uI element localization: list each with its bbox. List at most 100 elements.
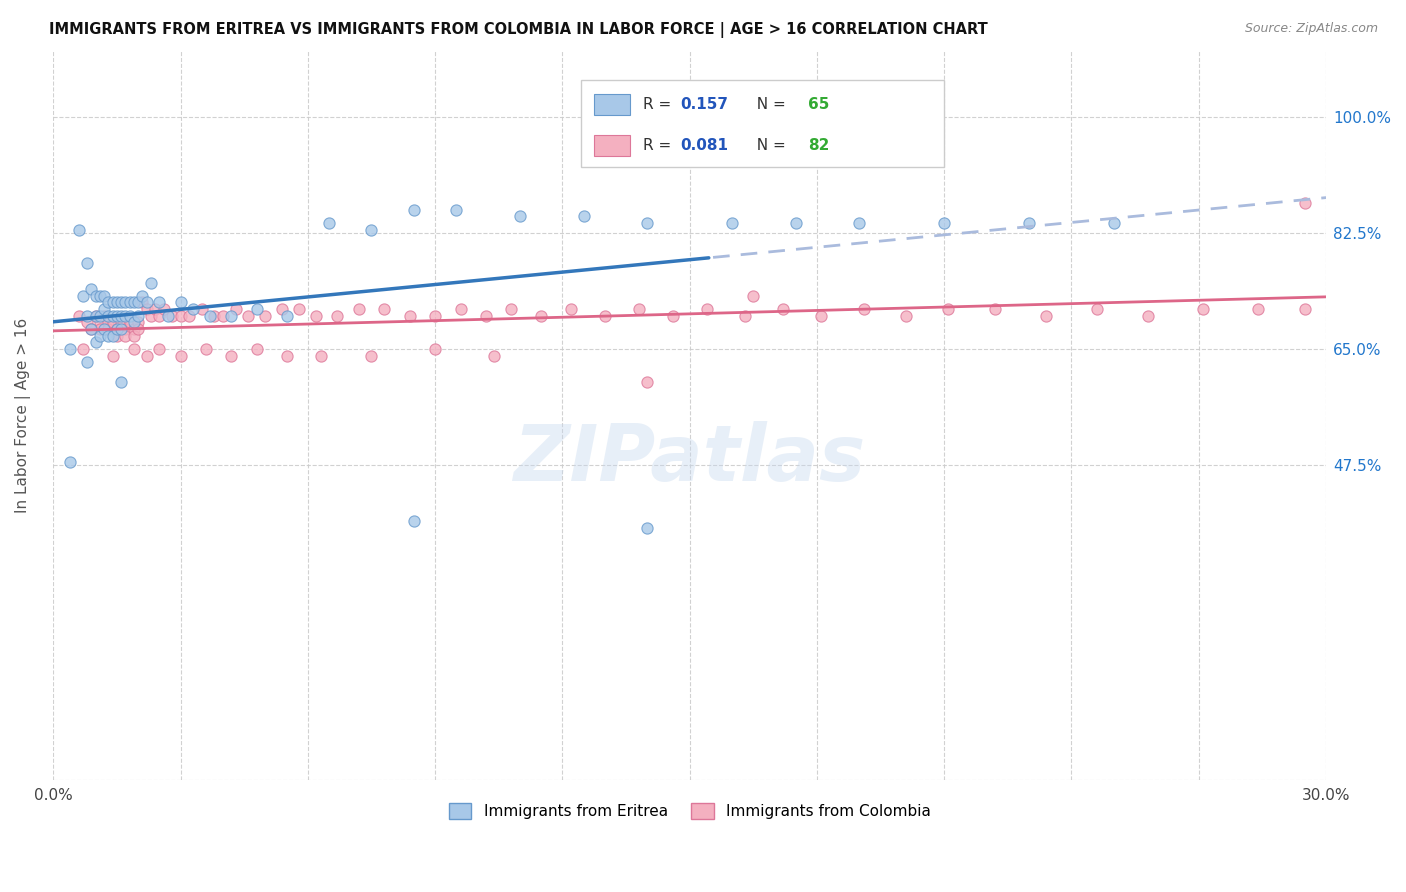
Point bbox=[190, 302, 212, 317]
Text: ZIPatlas: ZIPatlas bbox=[513, 421, 866, 497]
Point bbox=[118, 295, 141, 310]
Point bbox=[560, 302, 582, 317]
Text: 0.081: 0.081 bbox=[681, 138, 728, 153]
Point bbox=[636, 216, 658, 230]
Point bbox=[110, 295, 132, 310]
Point bbox=[772, 302, 794, 317]
Point bbox=[852, 302, 875, 317]
Point bbox=[59, 342, 82, 356]
Point bbox=[67, 309, 90, 323]
Point bbox=[89, 322, 111, 336]
Point bbox=[84, 309, 107, 323]
Text: 0.157: 0.157 bbox=[681, 97, 728, 112]
Point bbox=[1102, 216, 1125, 230]
Point bbox=[76, 355, 98, 369]
Point bbox=[93, 302, 115, 317]
Point bbox=[122, 328, 145, 343]
Point bbox=[1035, 309, 1057, 323]
Point bbox=[1247, 302, 1270, 317]
Point bbox=[848, 216, 870, 230]
Point bbox=[122, 342, 145, 356]
Point bbox=[734, 309, 756, 323]
Point bbox=[97, 328, 120, 343]
Point bbox=[110, 309, 132, 323]
Point bbox=[160, 309, 183, 323]
Point bbox=[80, 282, 103, 296]
Point bbox=[97, 309, 120, 323]
Point bbox=[288, 302, 311, 317]
Point bbox=[347, 302, 370, 317]
Point bbox=[212, 309, 235, 323]
Point bbox=[127, 322, 149, 336]
Point bbox=[181, 302, 204, 317]
Point bbox=[143, 302, 166, 317]
Point bbox=[271, 302, 294, 317]
Point bbox=[93, 322, 115, 336]
Point bbox=[110, 375, 132, 389]
Point bbox=[221, 309, 243, 323]
Point bbox=[423, 309, 446, 323]
Point bbox=[169, 309, 191, 323]
Point bbox=[305, 309, 328, 323]
Point bbox=[934, 216, 956, 230]
Point bbox=[110, 315, 132, 329]
Point bbox=[84, 335, 107, 350]
Point bbox=[76, 309, 98, 323]
Point bbox=[135, 295, 157, 310]
Point bbox=[122, 295, 145, 310]
Point bbox=[131, 295, 153, 310]
Point bbox=[572, 210, 595, 224]
Point bbox=[373, 302, 395, 317]
Point bbox=[221, 349, 243, 363]
Point bbox=[122, 322, 145, 336]
Point bbox=[105, 322, 128, 336]
Point bbox=[1294, 302, 1316, 317]
Point bbox=[1192, 302, 1215, 317]
Point bbox=[938, 302, 960, 317]
FancyBboxPatch shape bbox=[582, 80, 945, 168]
Point bbox=[152, 302, 174, 317]
Point bbox=[177, 309, 200, 323]
Point bbox=[309, 349, 332, 363]
Text: 82: 82 bbox=[808, 138, 830, 153]
Point bbox=[484, 349, 506, 363]
Point bbox=[80, 322, 103, 336]
Point bbox=[89, 315, 111, 329]
Text: N =: N = bbox=[747, 138, 790, 153]
Point bbox=[326, 309, 349, 323]
Point bbox=[131, 289, 153, 303]
Point bbox=[225, 302, 247, 317]
Point bbox=[84, 289, 107, 303]
Text: IMMIGRANTS FROM ERITREA VS IMMIGRANTS FROM COLOMBIA IN LABOR FORCE | AGE > 16 CO: IMMIGRANTS FROM ERITREA VS IMMIGRANTS FR… bbox=[49, 22, 988, 38]
Point bbox=[194, 342, 217, 356]
Point bbox=[1018, 216, 1040, 230]
Point bbox=[661, 309, 683, 323]
Point bbox=[105, 295, 128, 310]
Point bbox=[114, 322, 136, 336]
Point bbox=[360, 222, 382, 236]
Point bbox=[122, 315, 145, 329]
Point bbox=[114, 295, 136, 310]
Point bbox=[101, 328, 124, 343]
Point bbox=[76, 256, 98, 270]
Point bbox=[509, 210, 531, 224]
Point bbox=[246, 302, 269, 317]
Point bbox=[89, 289, 111, 303]
Point bbox=[148, 295, 170, 310]
Point bbox=[200, 309, 222, 323]
Y-axis label: In Labor Force | Age > 16: In Labor Force | Age > 16 bbox=[15, 318, 31, 513]
Point bbox=[148, 309, 170, 323]
Point bbox=[360, 349, 382, 363]
Point bbox=[93, 289, 115, 303]
Text: R =: R = bbox=[643, 97, 676, 112]
Point bbox=[101, 309, 124, 323]
Point bbox=[105, 322, 128, 336]
Point bbox=[501, 302, 523, 317]
Point bbox=[446, 202, 468, 217]
Point bbox=[204, 309, 226, 323]
Point bbox=[636, 375, 658, 389]
Point bbox=[398, 309, 420, 323]
Point bbox=[89, 328, 111, 343]
Point bbox=[627, 302, 650, 317]
Point bbox=[402, 202, 425, 217]
